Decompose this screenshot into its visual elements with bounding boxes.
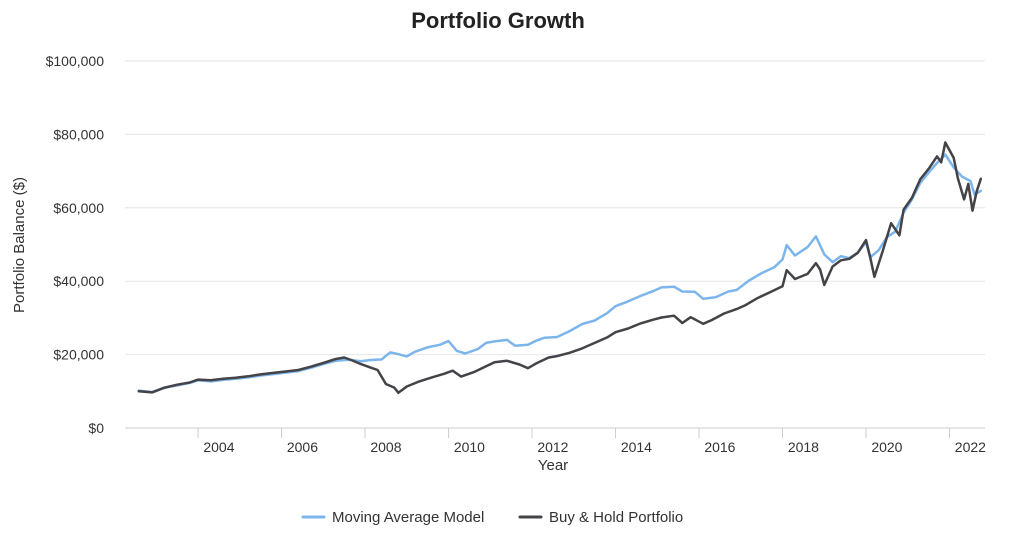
y-tick-label: $40,000	[53, 273, 104, 289]
series-line-buy-hold-portfolio	[137, 141, 983, 395]
x-axis-label: Year	[538, 457, 568, 474]
y-tick-label: $0	[88, 420, 104, 436]
y-tick-label: $20,000	[53, 347, 104, 363]
x-tick-label: 2022	[955, 439, 986, 455]
x-tick-label: 2010	[454, 439, 485, 455]
x-tick-label: 2004	[203, 439, 234, 455]
legend-label: Buy & Hold Portfolio	[549, 509, 683, 526]
x-tick-label: 2014	[621, 439, 652, 455]
x-tick-label: 2008	[370, 439, 401, 455]
gridlines	[125, 60, 985, 356]
y-tick-label: $60,000	[53, 200, 104, 216]
legend-label: Moving Average Model	[332, 509, 484, 526]
x-tick-label: 2012	[537, 439, 568, 455]
x-tick-label: 2016	[704, 439, 735, 455]
x-tick-label: 2018	[788, 439, 819, 455]
x-tick-label: 2006	[287, 439, 318, 455]
chart-title: Portfolio Growth	[411, 8, 585, 33]
x-axis-ticks: 2004 2006 2008 2010 2012 2014 2016 2018 2020 2022	[197, 428, 986, 455]
x-tick-label: 2020	[871, 439, 902, 455]
legend-item-moving-average-model[interactable]: Moving Average Model	[301, 509, 484, 526]
y-tick-label: $80,000	[53, 126, 104, 142]
y-tick-label: $100,000	[46, 53, 105, 69]
series-lines	[137, 141, 983, 395]
legend-item-buy-hold-portfolio[interactable]: Buy & Hold Portfolio	[518, 509, 683, 526]
legend: Moving Average Model Buy & Hold Portfolio	[301, 509, 683, 526]
y-axis-label: Portfolio Balance ($)	[11, 177, 28, 313]
y-axis-ticks: $0 $20,000 $40,000 $60,000 $80,000 $100,000	[46, 53, 105, 436]
